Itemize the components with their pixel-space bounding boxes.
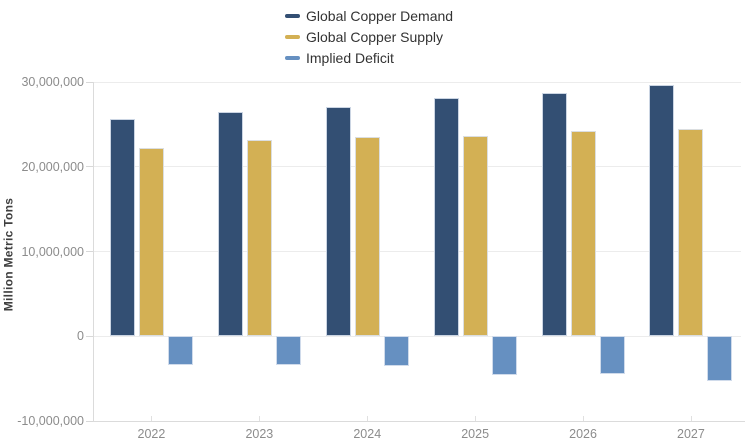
- x-axis-tick: [151, 416, 153, 421]
- legend-label-demand: Global Copper Demand: [306, 7, 454, 24]
- y-axis-tick: [86, 335, 93, 337]
- y-tick-label: -10,000,000: [17, 414, 84, 428]
- bar-supply-2022: [138, 148, 164, 337]
- y-tick-label: 0: [77, 329, 84, 344]
- bar-deficit-2023: [275, 336, 301, 366]
- x-axis-label: 2023: [245, 427, 274, 441]
- bar-demand-2027: [649, 84, 675, 337]
- legend-item-supply: Global Copper Supply: [285, 26, 453, 47]
- bar-demand-2025: [433, 98, 459, 337]
- x-axis-label: 2024: [353, 427, 382, 441]
- bar-deficit-2026: [599, 336, 625, 374]
- x-axis-label: 2025: [461, 427, 490, 441]
- bar-deficit-2025: [491, 336, 517, 376]
- x-axis-tick: [367, 416, 369, 421]
- bar-supply-2024: [354, 137, 380, 337]
- x-axis-tick: [475, 416, 477, 421]
- legend-label-supply: Global Copper Supply: [306, 28, 443, 45]
- x-axis-tick: [690, 416, 692, 421]
- gridline: [93, 81, 741, 83]
- x-axis-label: 2022: [137, 427, 166, 441]
- y-tick-label: 30,000,000: [21, 75, 84, 89]
- bar-supply-2023: [246, 140, 272, 337]
- x-axis-label: 2027: [677, 427, 705, 441]
- chart-legend: Global Copper Demand Global Copper Suppl…: [285, 5, 453, 68]
- bar-deficit-2022: [167, 336, 193, 366]
- bar-supply-2025: [462, 136, 488, 337]
- y-axis-tick: [86, 81, 93, 83]
- bar-supply-2026: [570, 131, 596, 337]
- bar-demand-2026: [541, 93, 567, 337]
- x-axis-tick: [259, 416, 261, 421]
- legend-marker-demand-icon: [285, 13, 300, 18]
- bar-supply-2027: [678, 129, 704, 337]
- bar-deficit-2024: [383, 336, 409, 366]
- gridline: [93, 420, 745, 422]
- legend-item-demand: Global Copper Demand: [285, 5, 453, 26]
- gridline: [93, 335, 741, 337]
- y-axis-tick: [86, 420, 93, 422]
- legend-marker-deficit-icon: [285, 55, 300, 60]
- legend-marker-supply-icon: [285, 34, 300, 39]
- y-tick-label: 10,000,000: [21, 244, 84, 259]
- x-axis-label: 2026: [569, 427, 597, 441]
- bar-demand-2023: [217, 111, 243, 337]
- x-axis-tick: [583, 416, 585, 421]
- bar-demand-2024: [325, 106, 351, 337]
- legend-item-deficit: Implied Deficit: [285, 47, 453, 68]
- gridline: [93, 251, 741, 252]
- legend-label-deficit: Implied Deficit: [306, 49, 394, 66]
- y-axis-line: [93, 82, 94, 421]
- y-axis-tick: [86, 166, 93, 168]
- bar-deficit-2027: [707, 336, 733, 382]
- y-axis-tick: [86, 251, 93, 252]
- bar-demand-2022: [109, 119, 135, 337]
- gridline: [93, 166, 741, 168]
- y-tick-label: 20,000,000: [21, 159, 84, 174]
